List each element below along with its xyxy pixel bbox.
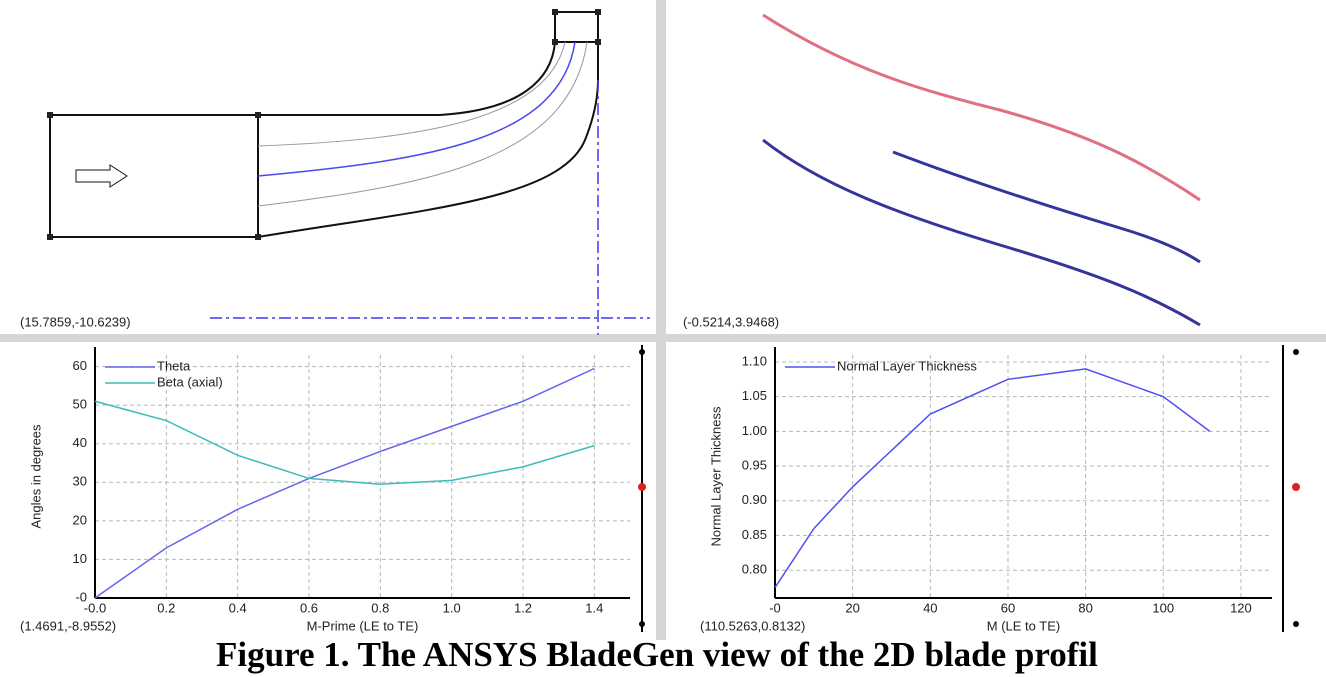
x-tick-label: 0.6: [300, 600, 318, 615]
y-tick-label: 1.05: [742, 388, 767, 403]
reference-line: [210, 80, 650, 335]
y-tick-label: 0.80: [742, 562, 767, 577]
y-tick-label: 0.90: [742, 492, 767, 507]
blade-diagram: [762, 13, 1201, 327]
x-tick-label: 1.2: [514, 600, 532, 615]
y-tick-label: 40: [73, 435, 87, 450]
coordinates: (1.4691,-8.9552): [20, 618, 116, 633]
handles: [47, 9, 601, 240]
x-tick-label: 100: [1152, 600, 1174, 615]
series-line: [774, 368, 1211, 588]
y-tick-label: 10: [73, 551, 87, 566]
x-tick-label: 0.2: [157, 600, 175, 615]
y-tick-label: 0.85: [742, 527, 767, 542]
x-tick-label: 120: [1230, 600, 1252, 615]
x-tick-label: 0.4: [229, 600, 247, 615]
y-tick-label: 1.10: [742, 353, 767, 368]
y-tick-label: 60: [73, 358, 87, 373]
y-tick-label: 1.00: [742, 423, 767, 438]
legend-label: Beta (axial): [157, 374, 223, 389]
legend-label: Theta: [157, 358, 191, 373]
x-tick-label: 60: [1001, 600, 1015, 615]
y-tick-label: 50: [73, 397, 87, 412]
scrollbar: [638, 345, 1300, 632]
legend-label: Normal Layer Thickness: [837, 358, 977, 373]
coordinates: (110.5263,0.8132): [700, 618, 805, 633]
coordinates: (15.7859,-10.6239): [20, 314, 131, 329]
x-tick-label: 0.8: [371, 600, 389, 615]
coordinates: (-0.5214,3.9468): [683, 314, 779, 329]
x-axis-label: M-Prime (LE to TE): [307, 618, 419, 633]
y-tick-label: 30: [73, 474, 87, 489]
x-tick-label: -0: [769, 600, 781, 615]
x-tick-label: 20: [845, 600, 859, 615]
x-tick-label: -0.0: [84, 600, 106, 615]
x-axis-label: M (LE to TE): [987, 618, 1060, 633]
y-tick-label: -0: [75, 589, 87, 604]
x-tick-label: 40: [923, 600, 937, 615]
y-tick-label: 0.95: [742, 458, 767, 473]
caption: Figure 1. The ANSYS BladeGen view of the…: [216, 635, 1098, 674]
separator: [656, 0, 666, 640]
meridional-diagram: [49, 11, 599, 238]
y-tick-label: 20: [73, 512, 87, 527]
x-tick-label: 1.0: [443, 600, 461, 615]
series-line: [94, 400, 595, 485]
y-axis-label: Angles in degrees: [28, 424, 43, 529]
x-tick-label: 80: [1078, 600, 1092, 615]
y-axis-label: Normal Layer Thickness: [708, 406, 723, 546]
separator: [0, 334, 1326, 342]
series-line: [94, 367, 595, 599]
x-tick-label: 1.4: [585, 600, 603, 615]
